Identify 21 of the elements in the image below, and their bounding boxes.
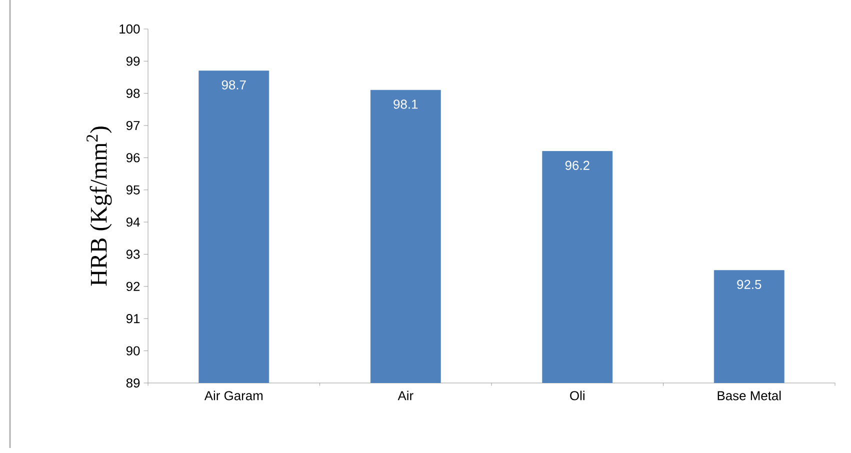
- y-tick-label: 97: [126, 120, 140, 130]
- data-label: 96.2: [565, 160, 590, 170]
- x-tick-label: Oli: [570, 390, 584, 400]
- x-tick-label: Base Metal: [718, 390, 781, 400]
- data-label: 98.7: [222, 80, 246, 90]
- y-tick-label: 93: [126, 250, 140, 259]
- y-axis-title: HRB (Kgf/mm$^{2}$): [86, 126, 112, 286]
- x-tick-label: Air Garam: [204, 390, 263, 400]
- y-tick-label: 100: [120, 24, 140, 34]
- y-tick-label: 90: [126, 346, 140, 356]
- y-tick-label: 98: [126, 88, 140, 98]
- data-label: 92.5: [737, 280, 762, 290]
- y-tick-label: 95: [126, 185, 140, 194]
- y-tick-label: 99: [126, 56, 140, 66]
- y-tick-label: 89: [126, 378, 140, 388]
- y-tick-label: 96: [126, 153, 140, 162]
- y-tick-label: 94: [126, 217, 140, 227]
- data-label: 98.1: [394, 100, 418, 109]
- x-tick-label: Air: [398, 390, 414, 400]
- y-tick-label: 92: [126, 282, 140, 292]
- y-tick-label: 91: [126, 314, 140, 324]
